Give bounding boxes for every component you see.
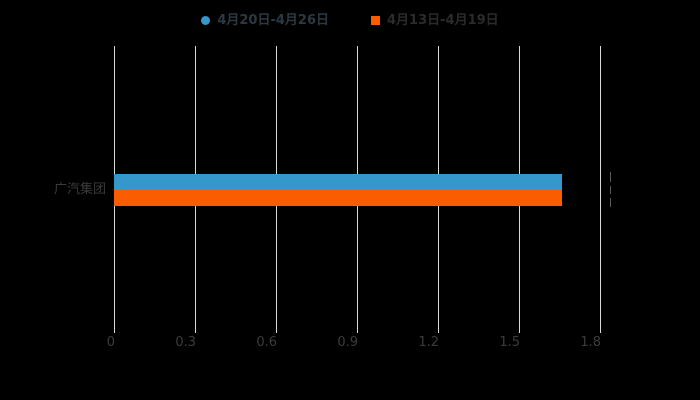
x-tick-label-1.8: 1.8 — [580, 335, 601, 350]
bar-0[interactable] — [114, 173, 563, 190]
gridline-x-1.8 — [600, 46, 601, 333]
x-tick-label-0.9: 0.9 — [337, 335, 358, 350]
x-tick-label-0.6: 0.6 — [256, 335, 277, 350]
bar-1[interactable] — [114, 189, 563, 206]
y-tick-label-广汽集团: 广汽集团 — [53, 181, 106, 197]
gridline-tick-dash-1 — [610, 186, 611, 194]
legend-item-previous-week[interactable]: 4月13日-4月19日 — [371, 14, 499, 27]
chart-legend: 4月20日-4月26日 4月13日-4月19日 — [0, 8, 700, 32]
legend-label-previous-week: 4月13日-4月19日 — [387, 12, 499, 28]
x-tick-label-1.2: 1.2 — [418, 335, 439, 350]
plot-area — [114, 46, 611, 333]
legend-item-current-week[interactable]: 4月20日-4月26日 — [201, 14, 329, 27]
gridline-tick-dash-2 — [610, 198, 611, 207]
bar-group — [114, 173, 600, 206]
gridline-tick-dash-0 — [610, 172, 611, 182]
x-tick-label-0: 0 — [106, 335, 115, 350]
x-tick-label-0.3: 0.3 — [175, 335, 196, 350]
legend-circle-marker-icon — [201, 15, 211, 25]
legend-label-current-week: 4月20日-4月26日 — [217, 12, 329, 28]
x-tick-label-1.5: 1.5 — [499, 335, 520, 350]
legend-square-marker-icon — [371, 15, 380, 25]
